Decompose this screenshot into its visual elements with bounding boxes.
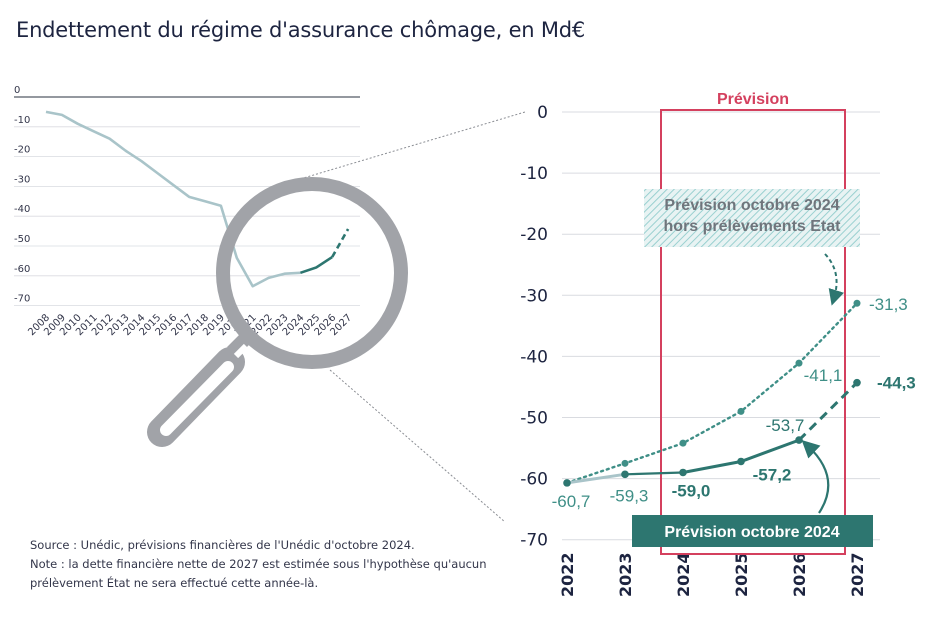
- note-line-2: prélèvement État ne sera effectué cette …: [30, 576, 319, 590]
- big-x-tick-label: 2023: [616, 552, 635, 597]
- small-y-tick-label: 0: [14, 85, 20, 96]
- magnifier-handle-inner: [160, 361, 234, 436]
- chart-title: Endettement du régime d'assurance chômag…: [16, 18, 586, 42]
- prevision-label: Prévision: [717, 91, 789, 108]
- magnifier-ring: [233, 343, 249, 359]
- forecast-chart: 0 -10 -20 -30 -40 -50 -60 -70 2022 2023 2024 2025 20…: [520, 91, 916, 597]
- small-y-tick-label: -70: [14, 294, 30, 305]
- small-chart: 0-10-20-30-40-50-60-70200820092010201120…: [14, 85, 360, 338]
- main-annotation-label: Prévision octobre 2024: [664, 524, 839, 541]
- small-y-tick-label: -10: [14, 115, 30, 126]
- alt-series-point: [679, 439, 687, 447]
- big-x-tick-label: 2022: [558, 552, 577, 597]
- small-history-line: [45, 110, 301, 288]
- source-text: Source : Unédic, prévisions financières …: [30, 538, 415, 552]
- main-data-label: -60,7: [552, 492, 591, 511]
- alt-series-point: [737, 407, 745, 415]
- connector-line-top: [269, 111, 526, 189]
- big-y-tick-label: -40: [520, 347, 548, 367]
- main-series-point: [737, 457, 745, 466]
- main-series-point: [621, 470, 629, 479]
- main-data-label: -59,0: [672, 481, 711, 500]
- big-y-tick-label: -10: [520, 164, 548, 184]
- small-y-tick-label: -60: [14, 264, 30, 275]
- alt-annotation-line-2: hors prélèvements Etat: [664, 218, 842, 235]
- note-line-1: Note : la dette financière nette de 2027…: [30, 557, 487, 571]
- main-series-point: [853, 378, 861, 387]
- main-annotation-arrow: [801, 439, 830, 514]
- alt-annotation-box: [644, 189, 860, 247]
- alt-series-point: [853, 299, 861, 307]
- small-y-tick-label: -30: [14, 174, 30, 185]
- magnifier-icon: [147, 177, 408, 447]
- connector-line-bottom: [329, 369, 506, 523]
- small-y-tick-label: -50: [14, 234, 30, 245]
- small-y-tick-label: -40: [14, 204, 30, 215]
- prevision-box: [660, 109, 846, 555]
- alt-series-point: [621, 459, 629, 467]
- big-y-tick-label: -30: [520, 286, 548, 306]
- main-data-label: -53,7: [766, 416, 805, 435]
- alt-data-label: -31,3: [869, 295, 908, 314]
- small-y-tick-label: -20: [14, 145, 30, 156]
- big-y-tick-label: -20: [520, 225, 548, 245]
- small-forecast-dashed: [331, 228, 350, 258]
- magnifier-lens: [216, 177, 408, 369]
- big-y-tick-label: -70: [520, 531, 548, 551]
- big-x-tick-label: 2027: [848, 552, 867, 597]
- alt-annotation-line-1: Prévision octobre 2024: [664, 197, 839, 214]
- alt-data-label: -41,1: [804, 366, 843, 385]
- big-x-tick-label: 2026: [790, 552, 809, 597]
- small-forecast-line: [299, 255, 333, 275]
- main-data-label: -44,3: [877, 374, 916, 393]
- big-x-tick-label: 2025: [732, 552, 751, 597]
- notes: Source : Unédic, prévisions financières …: [30, 536, 487, 593]
- big-y-tick-label: -60: [520, 470, 548, 490]
- main-series-dashed-2027: [797, 381, 859, 442]
- main-annotation-box: [632, 515, 873, 547]
- alt-series-point: [795, 359, 803, 367]
- big-x-tick-label: 2024: [674, 552, 693, 597]
- zoom-connector-lines: [269, 111, 526, 523]
- main-series-segment: [624, 471, 684, 476]
- main-series-point: [795, 436, 803, 444]
- alt-annotation-arrow: [824, 253, 844, 306]
- big-y-tick-label: 0: [537, 103, 548, 123]
- main-data-label: -59,3: [610, 486, 649, 505]
- alt-series-line: [565, 302, 859, 485]
- big-y-tick-label: -50: [520, 409, 548, 429]
- main-data-label: -57,2: [753, 465, 792, 484]
- main-series-history-segment: [566, 472, 626, 485]
- main-series-point: [563, 479, 571, 487]
- main-series-point: [679, 468, 687, 477]
